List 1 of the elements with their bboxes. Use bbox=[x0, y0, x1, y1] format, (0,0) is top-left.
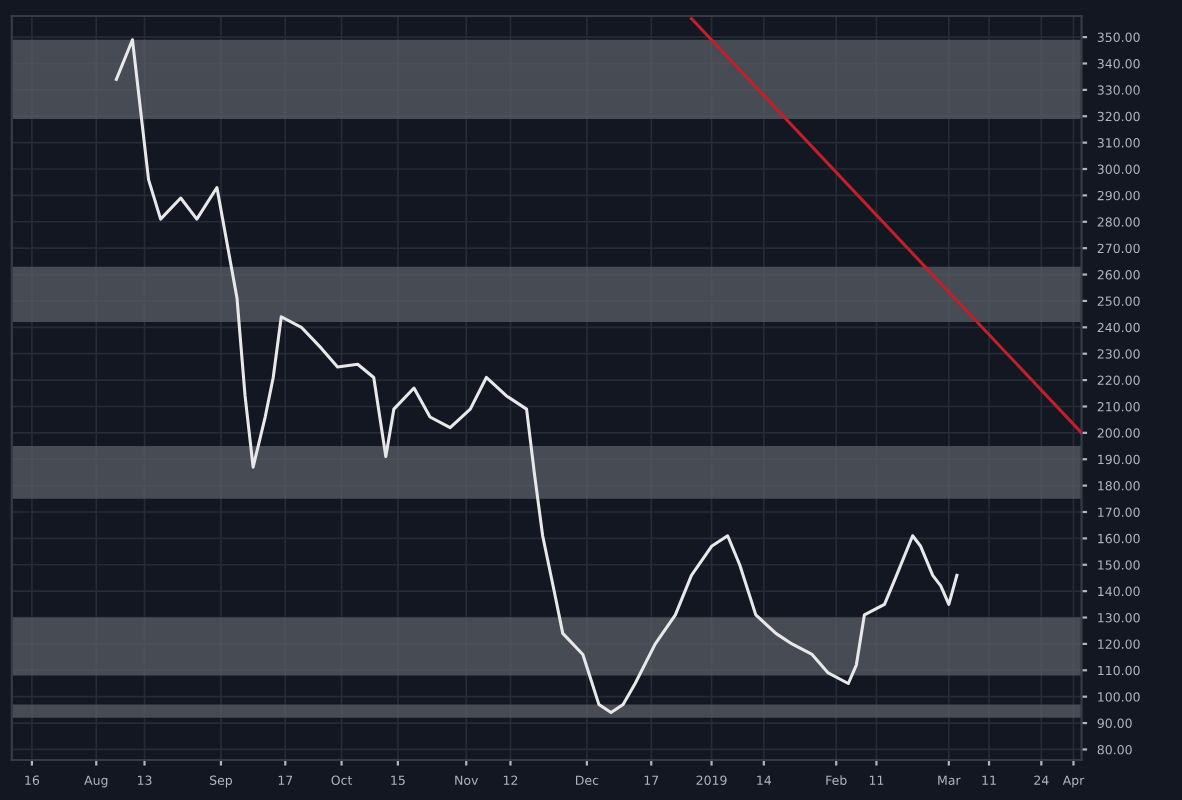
line-series bbox=[114, 38, 959, 715]
